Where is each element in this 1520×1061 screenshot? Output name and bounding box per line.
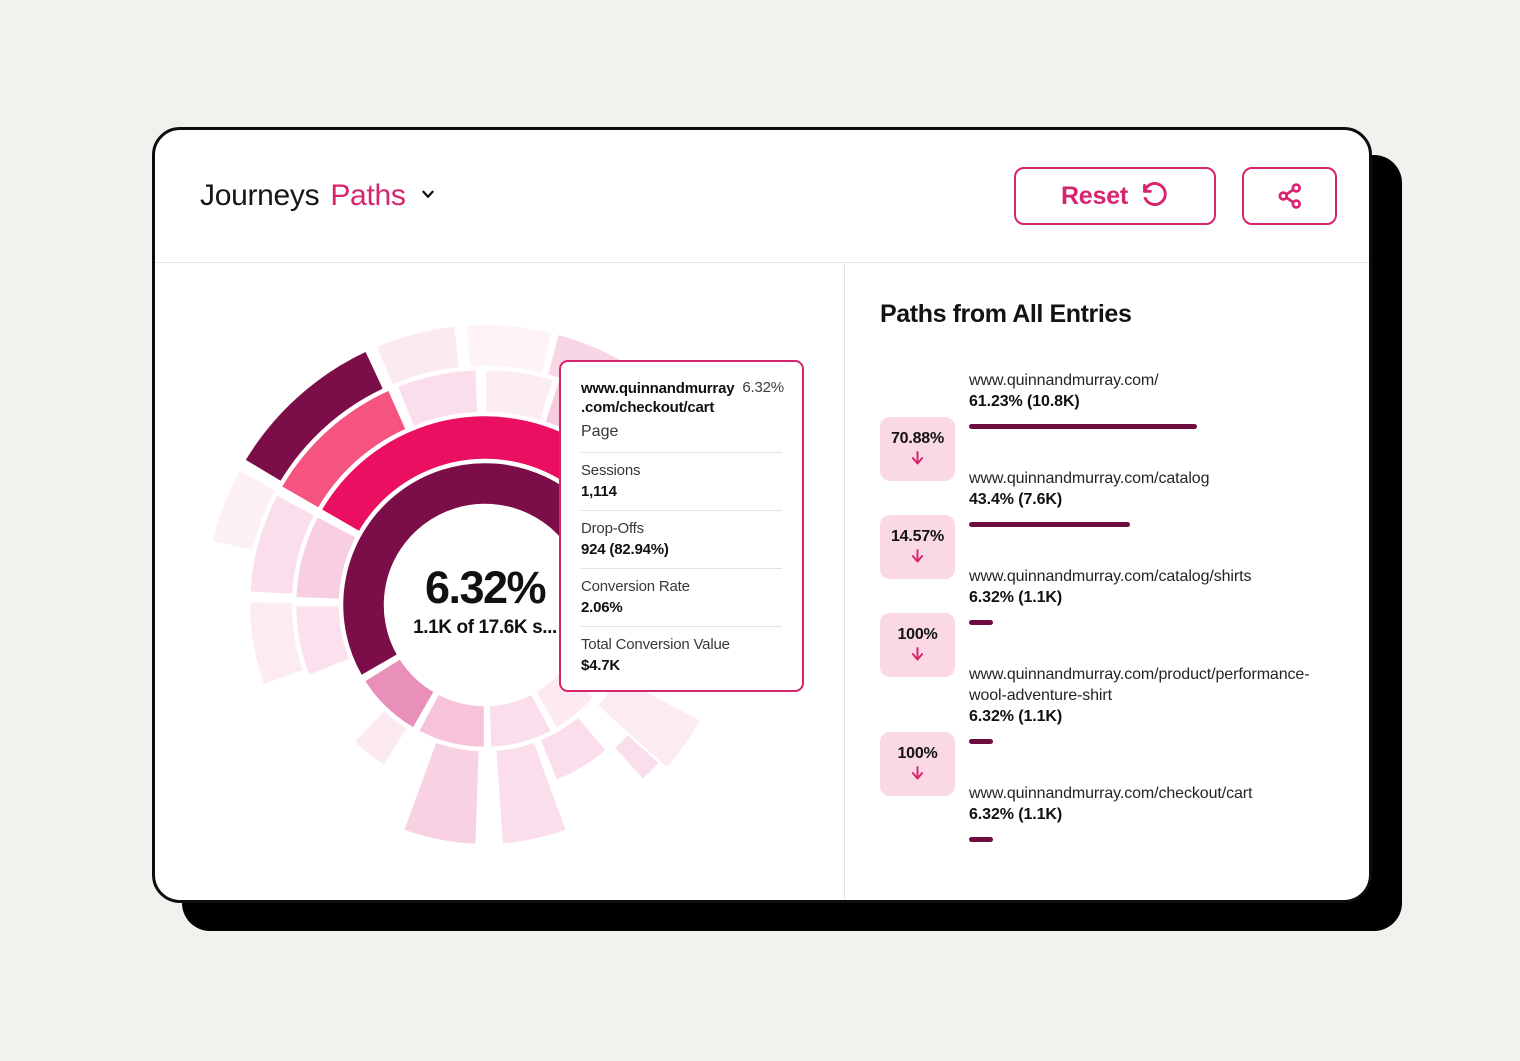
arrow-down-icon [911, 549, 924, 563]
path-node-bar [969, 620, 993, 625]
sunburst-segment[interactable] [401, 739, 482, 847]
sunburst-segment[interactable] [373, 324, 462, 388]
sunburst-segment[interactable] [394, 367, 480, 429]
path-connector-box: 14.57% [880, 515, 955, 579]
path-node-bar [969, 424, 1197, 429]
connector-pct: 100% [897, 626, 938, 643]
tooltip-section-conversion-value: Total Conversion Value $4.7K [581, 626, 782, 676]
tooltip-label: Conversion Rate [581, 578, 690, 595]
path-node-stat: 6.32% (1.1K) [969, 806, 1063, 823]
tooltip-value: $4.7K [581, 657, 621, 674]
path-node-stat: 61.23% (10.8K) [969, 393, 1080, 410]
sunburst-panel: 6.32% 1.1K of 17.6K s... www.quinnandmur… [155, 264, 843, 900]
tooltip-value: 1,114 [581, 483, 617, 500]
page-title: Journeys Paths [200, 179, 439, 213]
title-journeys: Journeys [200, 179, 320, 212]
chevron-down-icon[interactable] [417, 179, 439, 213]
sunburst-segment[interactable] [487, 691, 554, 750]
tooltip-page-url: www.quinnandmurray .com/checkout/cart [581, 379, 735, 417]
path-node-url[interactable]: www.quinnandmurray.com/ [969, 372, 1159, 389]
sunburst-segment[interactable] [247, 492, 318, 597]
sunburst-segment[interactable] [464, 322, 555, 376]
sunburst-segment[interactable] [537, 714, 609, 783]
segment-tooltip: www.quinnandmurray .com/checkout/cart 6.… [559, 360, 804, 692]
connector-pct: 100% [897, 745, 938, 762]
path-node-url[interactable]: www.quinnandmurray.com/catalog [969, 470, 1210, 487]
share-icon [1275, 181, 1305, 211]
arrow-down-icon [911, 766, 924, 780]
arrow-down-icon [911, 647, 924, 661]
sunburst-segment[interactable] [361, 656, 437, 731]
path-connector-box: 100% [880, 732, 955, 796]
connector-pct: 14.57% [890, 528, 945, 545]
tooltip-type-label: Page [581, 423, 619, 440]
sunburst-segment[interactable] [293, 514, 359, 602]
share-button[interactable] [1242, 167, 1337, 225]
paths-flow: www.quinnandmurray.com/61.23% (10.8K) 70.… [845, 264, 1369, 900]
arrow-down-icon [911, 451, 924, 465]
paths-panel: Paths from All Entries www.quinnandmurra… [844, 264, 1369, 900]
tooltip-value: 2.06% [581, 599, 623, 616]
sunburst-segment[interactable] [533, 667, 597, 731]
tooltip-url-line1: www.quinnandmurray [581, 380, 735, 397]
path-node-url[interactable]: www.quinnandmurray.com/product/performan… [969, 666, 1310, 704]
path-node-stat: 43.4% (7.6K) [969, 491, 1063, 508]
path-node-bar [969, 522, 1131, 527]
sunburst-segment[interactable] [278, 387, 409, 511]
journeys-card: Journeys Paths Reset [152, 127, 1372, 903]
tooltip-header: www.quinnandmurray .com/checkout/cart 6.… [581, 379, 784, 417]
tooltip-label: Sessions [581, 462, 641, 479]
paths-heading: Paths from All Entries [880, 300, 1132, 328]
path-node-url[interactable]: www.quinnandmurray.com/checkout/cart [969, 785, 1253, 802]
reset-label: Reset [1060, 181, 1129, 210]
connector-pct: 70.88% [890, 430, 945, 447]
sunburst-segment[interactable] [242, 348, 387, 485]
sunburst-segment[interactable] [209, 467, 279, 554]
reset-button[interactable]: Reset [1014, 167, 1216, 225]
tooltip-section-sessions: Sessions 1,114 [581, 452, 782, 510]
sunburst-segment[interactable] [293, 603, 353, 678]
path-connector-box: 70.88% [880, 417, 955, 481]
path-node-bar [969, 739, 993, 744]
header-actions: Reset [1014, 167, 1337, 225]
sunburst-segment[interactable] [351, 707, 410, 768]
tooltip-share-pct: 6.32% [742, 379, 784, 396]
path-node-stat: 6.32% (1.1K) [969, 708, 1063, 725]
tooltip-section-dropoffs: Drop-Offs 924 (82.94%) [581, 510, 782, 568]
title-view-paths[interactable]: Paths [330, 179, 406, 212]
sunburst-segment[interactable] [416, 691, 487, 750]
card-header: Journeys Paths Reset [155, 130, 1369, 263]
path-connector-box: 100% [880, 613, 955, 677]
sunburst-segment[interactable] [247, 599, 307, 688]
sunburst-segment[interactable] [493, 739, 569, 846]
path-node-bar [969, 837, 993, 842]
tooltip-url-line2: .com/checkout/cart [581, 399, 715, 416]
tooltip-value: 924 (82.94%) [581, 541, 669, 558]
tooltip-label: Drop-Offs [581, 520, 644, 537]
sunburst-segment[interactable] [483, 367, 556, 423]
rotate-ccw-icon [1141, 182, 1169, 210]
path-node-url[interactable]: www.quinnandmurray.com/catalog/shirts [969, 568, 1252, 585]
tooltip-label: Total Conversion Value [581, 636, 730, 653]
tooltip-section-conversion-rate: Conversion Rate 2.06% [581, 568, 782, 626]
path-node-stat: 6.32% (1.1K) [969, 589, 1063, 606]
